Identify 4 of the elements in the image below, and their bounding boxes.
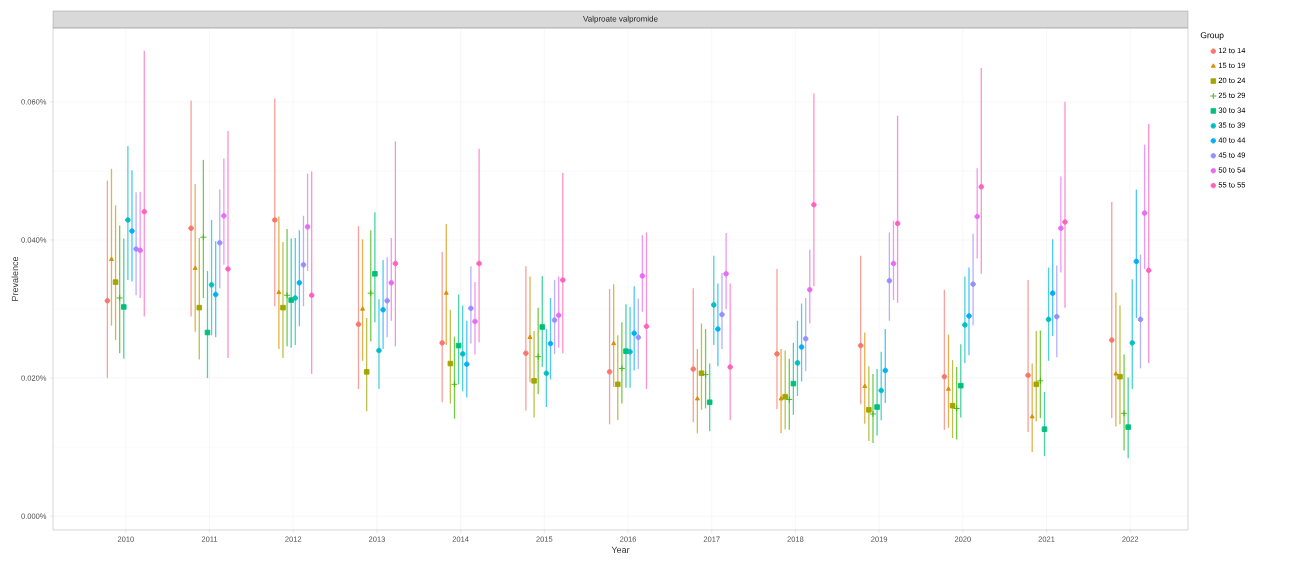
x-axis-title: Year	[611, 546, 630, 553]
y-axis-title: Prevalence	[11, 256, 19, 301]
legend-title: Group	[1200, 32, 1224, 40]
chart-title: Valproate valpromide	[583, 15, 658, 24]
